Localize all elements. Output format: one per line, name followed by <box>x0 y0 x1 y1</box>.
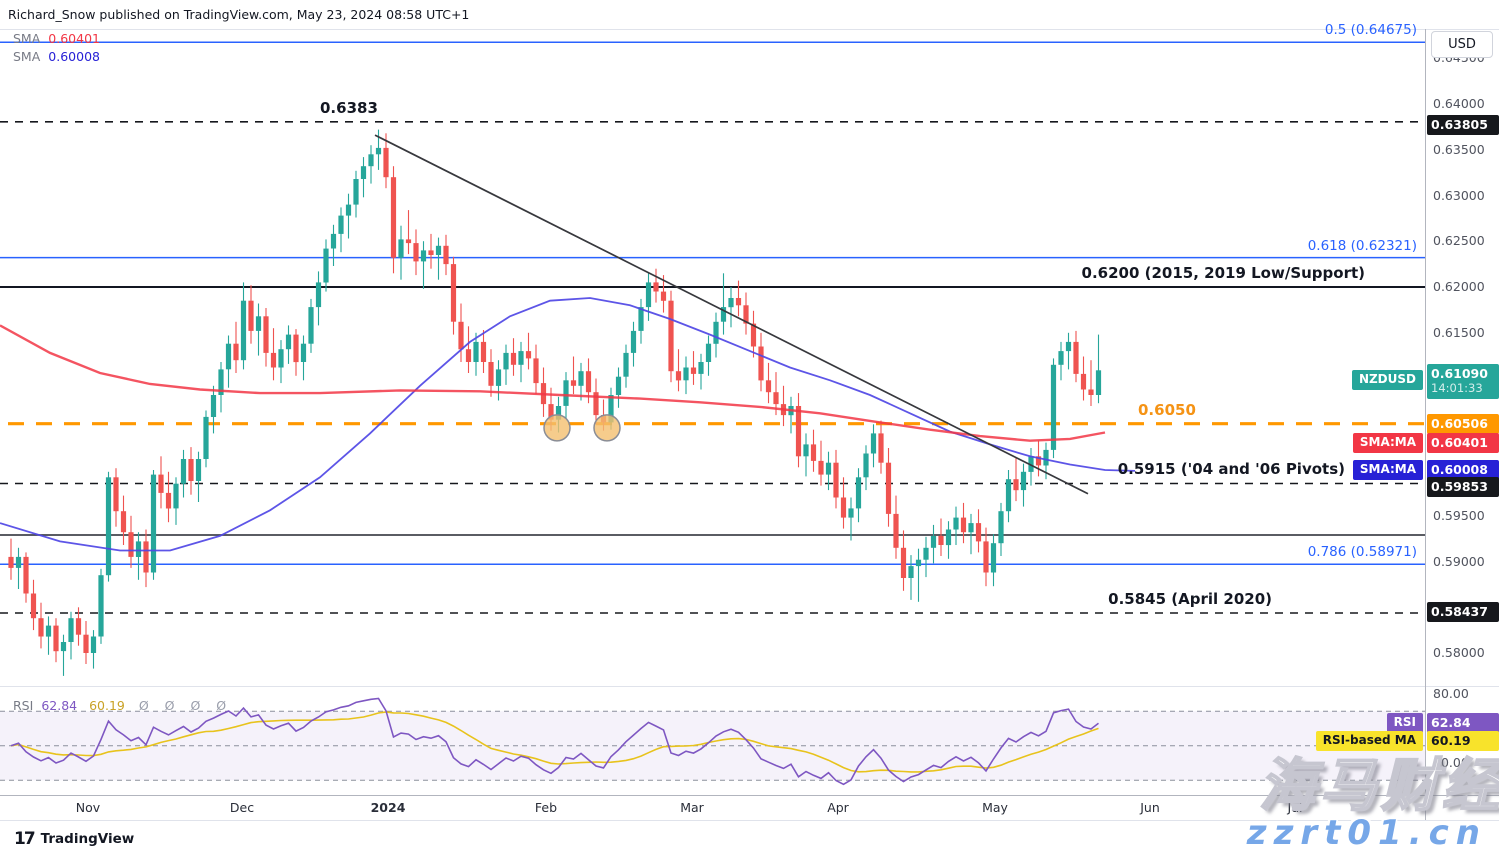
price-tick: 0.58000 <box>1433 645 1485 660</box>
currency-toggle-button[interactable]: USD <box>1431 31 1493 58</box>
indicator-badge-label: SMA:MA <box>1352 460 1423 480</box>
price-level-badge: 62.84 <box>1427 713 1499 733</box>
price-tick: 0.63500 <box>1433 141 1485 157</box>
time-axis-label: 2024 <box>370 800 406 815</box>
rsi-hidden-values: Ø Ø Ø Ø <box>138 698 233 713</box>
rsi-tick: 80.00 <box>1433 686 1469 701</box>
indicator-badge-label: RSI <box>1386 713 1423 733</box>
price-tick: 0.64000 <box>1433 96 1485 111</box>
rsi-ma-value: 60.19 <box>89 698 125 713</box>
level-label[interactable]: 0.786 (0.58971) <box>1307 544 1417 561</box>
last-price-value: 0.61090 <box>1431 366 1488 381</box>
price-tick: 0.61500 <box>1433 324 1485 340</box>
price-tick: 0.59000 <box>1433 553 1485 569</box>
level-label[interactable]: 0.5845 (April 2020) <box>1108 590 1272 608</box>
sma-slow-legend[interactable]: SMA 0.60008 <box>13 49 100 67</box>
price-tick: 0.59500 <box>1433 507 1485 523</box>
level-label[interactable]: 0.6200 (2015, 2019 Low/Support) <box>1081 264 1365 282</box>
indicator-badge-label: RSI-based MA <box>1315 731 1423 751</box>
level-label[interactable]: 0.5 (0.64675) <box>1324 22 1417 39</box>
bar-countdown: 14:01:33 <box>1431 381 1483 395</box>
publisher-line: Richard_Snow published on TradingView.co… <box>8 7 470 22</box>
indicator-legend: SMA 0.60401 SMA 0.60008 <box>13 31 100 67</box>
symbol-badge-label: NZDUSD <box>1351 370 1423 390</box>
rsi-tick: 40.00 <box>1433 755 1469 770</box>
time-axis-label: Apr <box>827 800 849 815</box>
time-axis-label: Nov <box>75 800 101 815</box>
price-level-badge: 60.19 <box>1427 731 1499 751</box>
time-axis-label: Jun <box>1140 800 1160 815</box>
price-level-badge: 0.59853 <box>1427 477 1499 497</box>
rsi-value: 62.84 <box>41 698 78 713</box>
price-level-badge: 0.60506 <box>1427 414 1499 434</box>
sma-fast-label: SMA <box>13 31 41 46</box>
sma-slow-value: 0.60008 <box>48 49 100 64</box>
indicator-badge-label: SMA:MA <box>1352 433 1423 453</box>
price-level-badge: 0.63805 <box>1427 115 1499 135</box>
price-level-badge: 0.60401 <box>1427 433 1499 453</box>
sma-fast-legend[interactable]: SMA 0.60401 <box>13 31 100 49</box>
watermark-url: zzrt01.cn <box>1246 813 1487 853</box>
price-level-badge: 0.58437 <box>1427 602 1499 622</box>
price-tick: 0.62500 <box>1433 233 1485 249</box>
rsi-label: RSI <box>13 698 34 713</box>
level-label[interactable]: 0.6383 <box>320 98 378 117</box>
time-axis-label: Jul <box>1287 800 1303 815</box>
time-axis-label: Feb <box>534 800 558 815</box>
last-price-badge: 0.61090 14:01:33 <box>1427 364 1499 399</box>
sma-slow-label: SMA <box>13 49 41 64</box>
sma-fast-value: 0.60401 <box>48 31 100 46</box>
price-tick: 0.62000 <box>1433 279 1485 294</box>
level-label[interactable]: 0.5915 ('04 and '06 Pivots) <box>1117 460 1345 479</box>
watermark-cjk: 海马财经 <box>1258 753 1499 819</box>
time-axis-label: Dec <box>229 800 255 815</box>
tradingview-logo-icon: 17 <box>14 829 36 849</box>
price-tick: 0.63000 <box>1433 187 1485 203</box>
tradingview-logo[interactable]: 17 TradingView <box>14 829 134 849</box>
time-axis-label: May <box>982 800 1008 815</box>
time-axis-label: Mar <box>680 800 704 815</box>
rsi-legend[interactable]: RSI 62.84 60.19 Ø Ø Ø Ø <box>13 698 232 713</box>
price-level-badge: 0.60008 <box>1427 460 1499 480</box>
tradingview-logo-text: TradingView <box>40 831 135 847</box>
level-label[interactable]: 0.618 (0.62321) <box>1307 237 1417 254</box>
level-label[interactable]: 0.6050 <box>1138 400 1196 419</box>
